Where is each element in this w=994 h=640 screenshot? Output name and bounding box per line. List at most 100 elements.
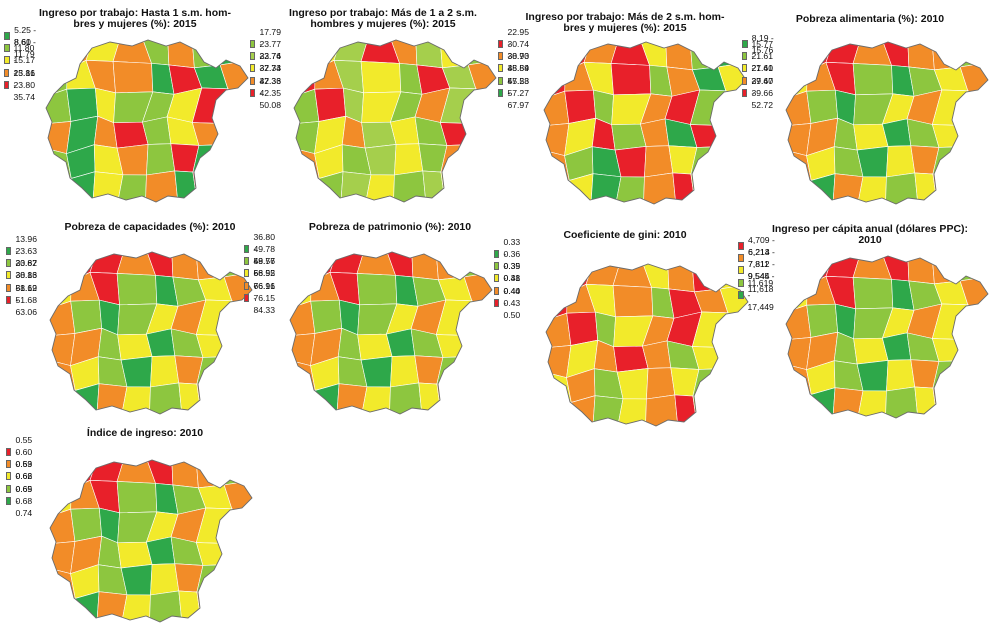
municipality-region — [614, 146, 647, 178]
legend-label: 15.77 - 21.60 — [751, 38, 773, 74]
municipality-region — [546, 345, 572, 378]
municipality-region — [723, 174, 746, 204]
legend-swatch — [738, 278, 744, 287]
legend-swatch — [742, 40, 748, 49]
legend-label: 11,619 - 17,449 — [747, 277, 774, 312]
municipality-region — [466, 40, 496, 66]
municipality-region — [786, 180, 812, 204]
municipality-region — [50, 390, 76, 414]
municipality-region — [223, 479, 252, 520]
legend-label: 76.16 - 84.33 — [253, 280, 275, 315]
municipality-region — [806, 89, 839, 124]
municipality-region — [786, 304, 812, 341]
legend-item: 7,812 - 9,544 — [738, 259, 777, 281]
municipality-region — [965, 146, 988, 183]
municipality-region — [112, 61, 154, 94]
legend-swatch — [742, 88, 748, 97]
map-legend: 5.25 - 8.60 8.61 - 11.79 11.80 - 15.16 15.1… — [4, 25, 39, 102]
legend-label: 23.77 - 32.73 — [259, 38, 281, 74]
legend-label: 8.61 - 11.79 — [13, 37, 36, 60]
legend-label: 8.19 - 15.76 — [751, 32, 774, 56]
legend-label: 0.60 - 0.62 — [15, 446, 33, 482]
municipality-region — [592, 395, 624, 426]
legend-swatch — [738, 266, 745, 275]
legend-swatch — [6, 271, 12, 280]
legend-swatch — [4, 44, 10, 53]
municipality-region — [96, 383, 128, 414]
legend-item: 27.41 - 39.66 — [742, 63, 777, 98]
municipality-region — [467, 59, 496, 100]
legend-item: 57.28 - 67.97 — [498, 76, 533, 110]
legend-swatch — [498, 64, 504, 73]
municipality-region — [786, 337, 812, 370]
legend-swatch — [6, 259, 12, 268]
municipality-region — [564, 89, 597, 124]
legend-swatch — [250, 88, 256, 97]
legend-label: 9,545 - 11,618 — [747, 271, 775, 294]
municipality-region — [196, 591, 235, 622]
municipality-region — [965, 388, 988, 418]
municipality-region — [786, 42, 812, 72]
legend-swatch — [494, 298, 500, 307]
municipality-region — [150, 563, 180, 596]
legend-item: 13.96 - 23.62 — [6, 234, 41, 268]
panel-title: Índice de ingreso: 2010 — [86, 427, 204, 439]
choropleth-map — [45, 39, 249, 203]
legend-label: 0.39 - 0.40 — [503, 261, 521, 296]
legend-label: 13.96 - 23.62 — [15, 233, 37, 269]
legend-label: 27.41 - 39.66 — [751, 63, 773, 98]
panel-title: Ingreso por trabajo: Hasta 1 s.m. hom- b… — [39, 7, 231, 30]
municipality-region — [310, 299, 343, 334]
legend-item: 51.69 - 63.06 — [6, 283, 41, 317]
municipality-region — [229, 356, 252, 393]
municipality-region — [116, 144, 149, 176]
legend-label: 0.66 - 0.68 — [15, 471, 33, 506]
legend-label: 0.63 - 0.65 — [15, 459, 33, 494]
municipality-region — [290, 390, 316, 414]
legend-swatch — [250, 76, 256, 85]
choropleth-map — [785, 41, 989, 205]
municipality-region — [475, 123, 496, 150]
legend-swatch — [244, 269, 250, 278]
legend-swatch — [494, 262, 500, 271]
municipality-region — [471, 335, 492, 362]
choropleth-map — [289, 251, 493, 415]
legend-item: 30.74 - 38.89 — [498, 39, 533, 73]
municipality-region — [692, 395, 731, 426]
map-legend: 36.80 - 49.77 49.78 - 58.55 58.56 - 66.91 6… — [244, 232, 279, 315]
legend-swatch — [498, 88, 504, 97]
legend-label: 51.69 - 63.06 — [15, 282, 37, 317]
municipality-region — [612, 285, 654, 318]
panel-title: Ingreso por trabajo: Más de 1 a 2 s.m. h… — [289, 7, 477, 30]
municipality-region — [290, 300, 316, 337]
map-legend: 22.95 - 30.73 30.74 - 38.89 38.90 - 45.53 4… — [498, 27, 533, 110]
municipality-region — [932, 124, 970, 148]
municipality-region — [786, 256, 812, 286]
legend-item: 9,545 - 11,618 — [738, 271, 777, 294]
municipality-region — [393, 170, 427, 202]
municipality-region — [610, 63, 652, 96]
legend-item: 38.13 - 51.68 — [6, 270, 41, 305]
municipality-region — [725, 368, 748, 405]
municipality-region — [336, 383, 368, 414]
legend-label: 21.61 - 27.40 — [751, 51, 773, 86]
legend-label: 39.67 - 52.72 — [751, 75, 773, 110]
municipality-region — [546, 402, 572, 426]
municipality-region — [196, 356, 234, 385]
legend-item: 21.61 - 27.40 — [742, 51, 777, 86]
legend-item: 32.74 - 37.33 — [250, 51, 285, 86]
municipality-region — [360, 356, 393, 388]
municipality-region — [544, 180, 570, 204]
municipality-region — [932, 338, 970, 362]
municipality-region — [149, 382, 183, 414]
municipality-region — [294, 40, 320, 70]
legend-label: 5.25 - 8.60 — [14, 24, 37, 48]
legend-swatch — [4, 68, 10, 77]
legend-item: 38.90 - 45.53 — [498, 51, 533, 86]
legend-label: 36.80 - 49.77 — [253, 231, 275, 267]
municipality-region — [832, 387, 864, 418]
legend-swatch — [4, 80, 10, 89]
legend-swatch — [738, 290, 744, 299]
municipality-region — [219, 59, 248, 100]
municipality-region — [340, 171, 372, 202]
